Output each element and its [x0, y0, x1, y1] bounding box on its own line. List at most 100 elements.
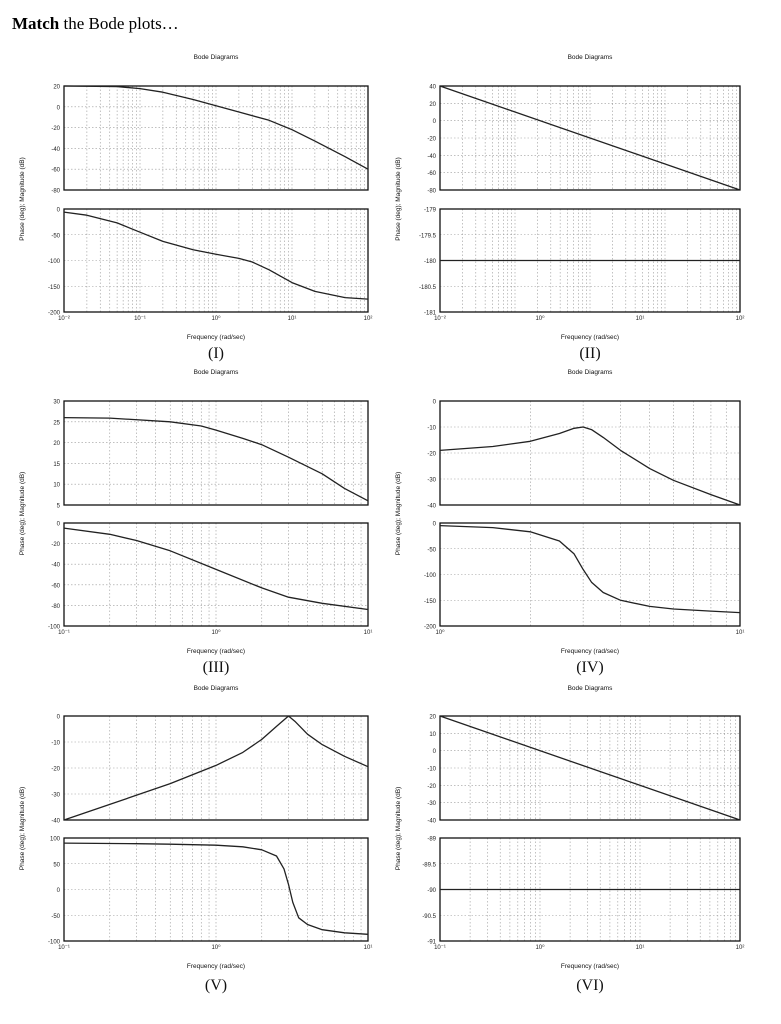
y-tick-label: -40	[427, 504, 436, 510]
chart-title: Bode Diagrams	[194, 54, 240, 61]
y-tick-label: -181	[424, 311, 437, 317]
y-tick-label: 0	[433, 119, 437, 125]
y-tick-label: -100	[424, 573, 437, 579]
x-tick-label: 10⁻¹	[134, 316, 146, 322]
plot-frame	[63, 715, 369, 821]
y-tick-label: -60	[51, 583, 60, 589]
magnitude-curve	[439, 715, 741, 821]
y-tick-label: -180.5	[419, 285, 437, 291]
y-tick-label: 0	[57, 522, 61, 528]
y-tick-label: -20	[427, 452, 436, 458]
y-tick-label: -50	[427, 547, 436, 553]
y-tick-label: -179	[424, 208, 437, 214]
plot-frame	[63, 85, 369, 191]
y-tick-label: -90.5	[422, 914, 436, 920]
y-tick-label: -100	[48, 940, 61, 946]
y-tick-label: -60	[51, 168, 60, 174]
plot-roman-label: (I)	[208, 345, 224, 362]
x-tick-label: 10¹	[636, 945, 645, 951]
plot-frame	[63, 837, 369, 942]
y-tick-label: -30	[51, 793, 60, 799]
x-tick-label: 10⁰	[435, 629, 445, 636]
y-tick-label: 50	[53, 862, 60, 868]
y-tick-label: 20	[429, 715, 436, 721]
plot-5-magnitude-panel: 0 -10 -20 -30 -40	[51, 715, 369, 825]
y-tick-label: -200	[424, 625, 437, 631]
x-tick-label: 10¹	[364, 630, 373, 636]
x-axis-label: Frequency (rad/sec)	[187, 963, 245, 970]
y-tick-label: 0	[57, 105, 61, 111]
plot-6-magnitude-panel: 20 10 0 -10 -20 -30 -40	[427, 715, 741, 825]
plot-frame	[63, 400, 369, 506]
y-tick-label: -10	[427, 426, 436, 432]
y-axis-label: Phase (deg); Magnitude (dB)	[395, 472, 402, 555]
x-tick-label: 10¹	[636, 316, 645, 322]
chart-title: Bode Diagrams	[194, 369, 240, 376]
y-tick-label: 15	[53, 462, 60, 468]
plot-6-phase-panel: -89 -89.5 -90 -90.5 -91	[422, 837, 741, 946]
y-tick-label: 20	[53, 85, 60, 91]
plot-frame	[63, 522, 369, 627]
y-tick-label: -91	[427, 940, 436, 946]
y-tick-label: 0	[57, 715, 61, 721]
phase-curve	[63, 842, 369, 935]
x-axis-label: Frequency (rad/sec)	[561, 963, 619, 970]
y-axis-label: Phase (deg); Magnitude (dB)	[395, 157, 402, 240]
y-tick-label: -40	[51, 563, 60, 569]
x-axis-label: Frequency (rad/sec)	[561, 648, 619, 655]
y-tick-label: 20	[53, 441, 60, 447]
chart-title: Bode Diagrams	[568, 369, 614, 376]
x-tick-label: 10⁻²	[434, 316, 446, 322]
y-tick-label: -80	[427, 189, 436, 195]
x-tick-label: 10⁰	[211, 629, 221, 636]
magnitude-curve	[439, 426, 741, 506]
plot-frame	[439, 522, 741, 627]
y-tick-label: -10	[427, 767, 436, 773]
chart-title: Bode Diagrams	[194, 685, 240, 692]
y-tick-label: -50	[51, 914, 60, 920]
y-tick-label: -90	[427, 888, 436, 894]
x-tick-label: 10⁰	[535, 315, 545, 322]
y-tick-label: 25	[53, 420, 60, 426]
y-tick-label: -30	[427, 478, 436, 484]
y-tick-label: -30	[427, 801, 436, 807]
y-tick-label: -10	[51, 741, 60, 747]
y-axis-label: Phase (deg); Magnitude (dB)	[19, 472, 26, 555]
x-tick-label: 10⁻¹	[434, 945, 446, 951]
plot-1-phase-panel: 0 -50 -100 -150 -200	[48, 208, 369, 317]
y-tick-label: -40	[427, 154, 436, 160]
plot-3-magnitude-panel: 30 25 20 15 10 5	[53, 400, 369, 510]
chart-title: Bode Diagrams	[568, 54, 614, 61]
plot-roman-label: (V)	[205, 977, 227, 994]
magnitude-curve	[439, 85, 741, 191]
plot-3-phase-panel: 0 -20 -40 -60 -80 -100	[48, 522, 369, 631]
question-bold: Match	[12, 14, 60, 33]
y-tick-label: -40	[51, 819, 60, 825]
y-tick-label: 5	[57, 504, 61, 510]
y-tick-label: -89.5	[422, 862, 436, 868]
plot-roman-label: (III)	[203, 659, 230, 676]
y-tick-label: 0	[57, 888, 61, 894]
y-tick-label: -150	[424, 599, 437, 605]
y-axis-label: Phase (deg); Magnitude (dB)	[395, 787, 402, 870]
x-tick-label: 10⁻¹	[58, 945, 70, 951]
x-tick-label: 10⁰	[211, 944, 221, 951]
plot-4-magnitude-panel: 0 -10 -20 -30 -40	[427, 400, 741, 510]
x-tick-label: 10⁻²	[58, 316, 70, 322]
y-tick-label: 0	[433, 400, 437, 406]
phase-curve	[63, 527, 369, 611]
plot-roman-label: (VI)	[576, 977, 604, 994]
plot-4-phase-panel: 0 -50 -100 -150 -200	[424, 522, 741, 631]
y-tick-label: 0	[433, 749, 437, 755]
y-tick-label: -179.5	[419, 233, 437, 239]
question-heading: Match the Bode plots…	[12, 14, 179, 34]
y-tick-label: -80	[51, 604, 60, 610]
question-rest: the Bode plots…	[59, 14, 179, 33]
y-tick-label: 0	[57, 208, 61, 214]
plot-2-phase-panel: -179 -179.5 -180 -180.5 -181	[419, 208, 741, 317]
y-tick-label: -20	[51, 126, 60, 132]
magnitude-curve	[63, 416, 369, 502]
x-tick-label: 10⁻¹	[58, 630, 70, 636]
x-axis-label: Frequency (rad/sec)	[187, 648, 245, 655]
y-tick-label: -80	[51, 189, 60, 195]
